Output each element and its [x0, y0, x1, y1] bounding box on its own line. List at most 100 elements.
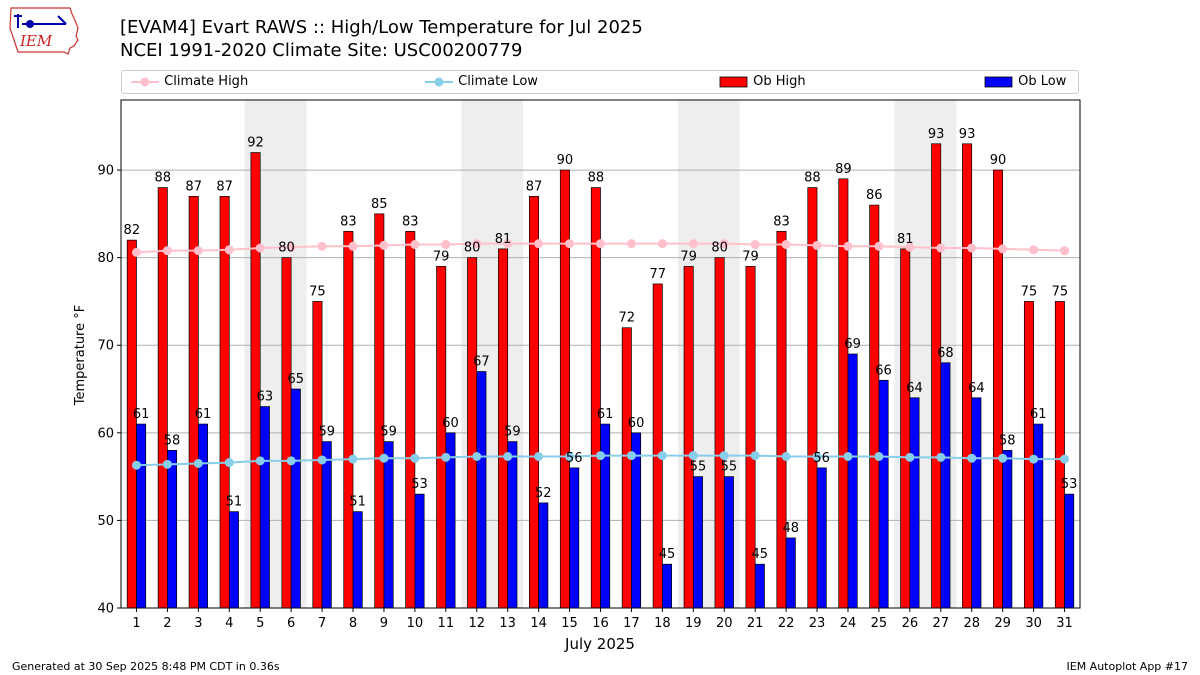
ob-high-bar: [869, 204, 880, 609]
ob-high-value-label: 83: [340, 214, 357, 229]
x-tick-label: 30: [1025, 616, 1042, 631]
ob-high-value-label: 75: [309, 284, 326, 299]
climate-lines: [131, 239, 1070, 470]
x-tick-label: 10: [407, 616, 424, 631]
ob-low-value-label: 53: [411, 477, 428, 492]
x-tick-label: 7: [318, 616, 326, 631]
y-tick-label: 60: [97, 426, 114, 441]
climate-low-point: [472, 451, 482, 461]
ob-low-value-label: 58: [999, 433, 1016, 448]
x-tick-label: 8: [349, 616, 357, 631]
x-tick-label: 17: [623, 616, 640, 631]
climate-high-point: [317, 241, 327, 251]
climate-low-point: [224, 458, 234, 468]
ob-high-bar: [776, 231, 787, 609]
legend-climate-high: Climate High: [130, 74, 248, 89]
x-tick-label: 5: [256, 616, 264, 631]
ob-low-value-label: 55: [690, 460, 707, 475]
iem-logo: IEM: [9, 7, 79, 55]
ob-low-value-label: 61: [133, 407, 150, 422]
ob-high-bar: [312, 301, 323, 609]
ob-high-value-label: 79: [742, 249, 759, 264]
ob-high-value-label: 82: [124, 223, 141, 238]
ob-low-bar: [136, 423, 147, 609]
ob-low-bar: [692, 476, 703, 609]
climate-low-point: [688, 451, 698, 461]
ob-low-bar: [1064, 493, 1075, 609]
ob-low-value-label: 64: [968, 381, 985, 396]
ob-low-value-label: 60: [628, 416, 645, 431]
ob-high-value-label: 90: [557, 153, 574, 168]
x-tick-label: 15: [561, 616, 578, 631]
ob-low-swatch-icon: [984, 76, 1013, 87]
legend-ob-low-label: Ob Low: [1018, 74, 1067, 89]
climate-high-point: [534, 239, 544, 249]
y-tick-label: 50: [97, 514, 114, 529]
ob-high-bar: [621, 327, 632, 609]
ob-high-bar: [590, 187, 601, 609]
ob-low-bar: [1033, 423, 1044, 609]
ob-low-bar: [321, 441, 332, 609]
ob-low-bar: [878, 379, 889, 609]
ob-high-bar: [1023, 301, 1034, 609]
ob-low-value-label: 53: [1061, 477, 1078, 492]
ob-low-bar: [476, 371, 487, 609]
climate-low-point: [719, 451, 729, 461]
ob-high-bar: [962, 143, 973, 609]
ob-low-value-label: 59: [318, 425, 335, 440]
ob-high-value-label: 83: [402, 214, 419, 229]
ob-low-value-label: 55: [721, 460, 738, 475]
ob-low-value-label: 58: [164, 433, 181, 448]
climate-low-point: [534, 451, 544, 461]
ob-low-bar: [662, 563, 673, 609]
climate-high-point: [596, 239, 605, 249]
ob-high-value-label: 93: [959, 127, 976, 142]
ob-high-value-label: 88: [588, 171, 605, 186]
ob-low-bar: [507, 441, 518, 609]
ob-high-value-label: 92: [247, 136, 264, 151]
ob-low-bar: [228, 511, 239, 609]
x-tick-label: 26: [902, 616, 919, 631]
climate-low-point: [843, 451, 853, 461]
climate-high-point: [193, 246, 203, 256]
climate-low-point: [1060, 454, 1070, 464]
ob-high-bar: [405, 231, 416, 609]
ob-high-value-label: 85: [371, 197, 388, 212]
climate-low-point: [379, 453, 389, 463]
ob-low-bar: [197, 423, 208, 609]
ob-low-bar: [1002, 449, 1013, 609]
ob-low-value-label: 51: [226, 495, 243, 510]
y-tick-label: 70: [97, 339, 114, 354]
ob-low-value-label: 45: [659, 547, 676, 562]
climate-low-point: [441, 452, 451, 462]
ob-low-bar: [940, 362, 951, 609]
x-tick-label: 3: [194, 616, 202, 631]
ob-high-bar: [931, 143, 942, 609]
ob-high-bar: [467, 257, 478, 609]
climate-high-point: [936, 243, 946, 253]
ob-high-value-label: 88: [154, 171, 171, 186]
x-tick-label: 27: [933, 616, 950, 631]
climate-low-point: [936, 452, 946, 462]
ob-low-value-label: 61: [195, 407, 212, 422]
x-tick-label: 22: [778, 616, 795, 631]
y-axis-label: Temperature °F: [73, 305, 88, 406]
legend-ob-high: Ob High: [719, 74, 806, 89]
climate-high-point: [967, 243, 977, 253]
climate-high-point: [812, 240, 822, 250]
climate-high-point: [781, 240, 791, 250]
ob-high-bar: [250, 152, 261, 609]
climate-low-point: [503, 451, 513, 461]
ob-low-value-label: 64: [906, 381, 923, 396]
ob-high-value-label: 87: [526, 179, 543, 194]
x-tick-label: 13: [499, 616, 516, 631]
climate-high-point: [255, 243, 265, 253]
ob-high-bar: [281, 257, 292, 609]
ob-low-value-label: 45: [752, 547, 769, 562]
ob-low-bar: [259, 406, 270, 609]
climate-low-point: [1029, 454, 1039, 464]
ob-high-value-label: 80: [711, 241, 728, 256]
ob-high-value-label: 75: [1052, 284, 1069, 299]
